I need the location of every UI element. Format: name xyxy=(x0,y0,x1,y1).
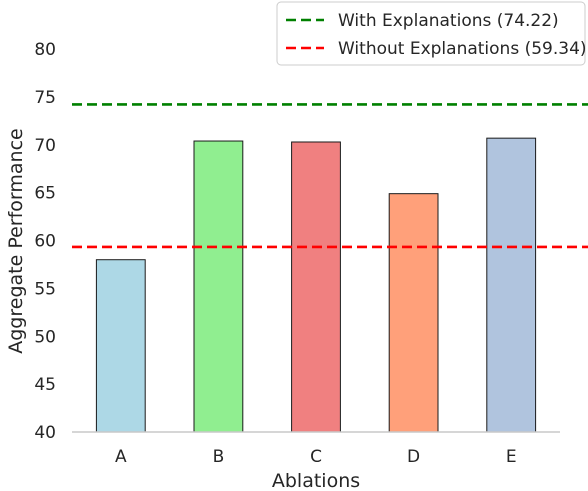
reference-lines-layer xyxy=(72,103,588,249)
x-axis-title: Ablations xyxy=(272,470,360,491)
legend-label: Without Explanations (59.34) xyxy=(338,39,587,59)
legend: With Explanations (74.22) Without Explana… xyxy=(276,1,587,66)
y-tick-label: 50 xyxy=(34,327,56,347)
legend-frame xyxy=(276,1,586,66)
x-tick-label: A xyxy=(115,447,127,467)
x-tick-labels: A B C D E xyxy=(115,447,517,467)
y-tick-label: 75 xyxy=(34,88,56,108)
y-tick-label: 45 xyxy=(34,375,56,395)
y-tick-label: 70 xyxy=(34,136,56,156)
legend-label: With Explanations (74.22) xyxy=(338,11,559,31)
y-tick-labels: 40 45 50 55 60 65 70 75 80 xyxy=(34,40,56,443)
bar-d xyxy=(388,193,439,433)
bar-c xyxy=(291,141,341,433)
bar-b xyxy=(193,140,244,433)
y-tick-label: 55 xyxy=(34,279,56,299)
x-tick-label: E xyxy=(506,447,517,467)
x-tick-label: C xyxy=(310,447,322,467)
x-tick-label: D xyxy=(407,447,420,467)
y-tick-label: 80 xyxy=(34,40,56,60)
y-tick-label: 60 xyxy=(34,232,56,252)
bar-e xyxy=(486,137,537,433)
y-axis-title: Aggregate Performance xyxy=(5,128,27,354)
bars-layer xyxy=(95,137,537,433)
bar-a xyxy=(95,259,146,433)
x-tick-label: B xyxy=(213,447,225,467)
y-tick-label: 40 xyxy=(34,423,56,443)
y-tick-label: 65 xyxy=(34,184,56,204)
